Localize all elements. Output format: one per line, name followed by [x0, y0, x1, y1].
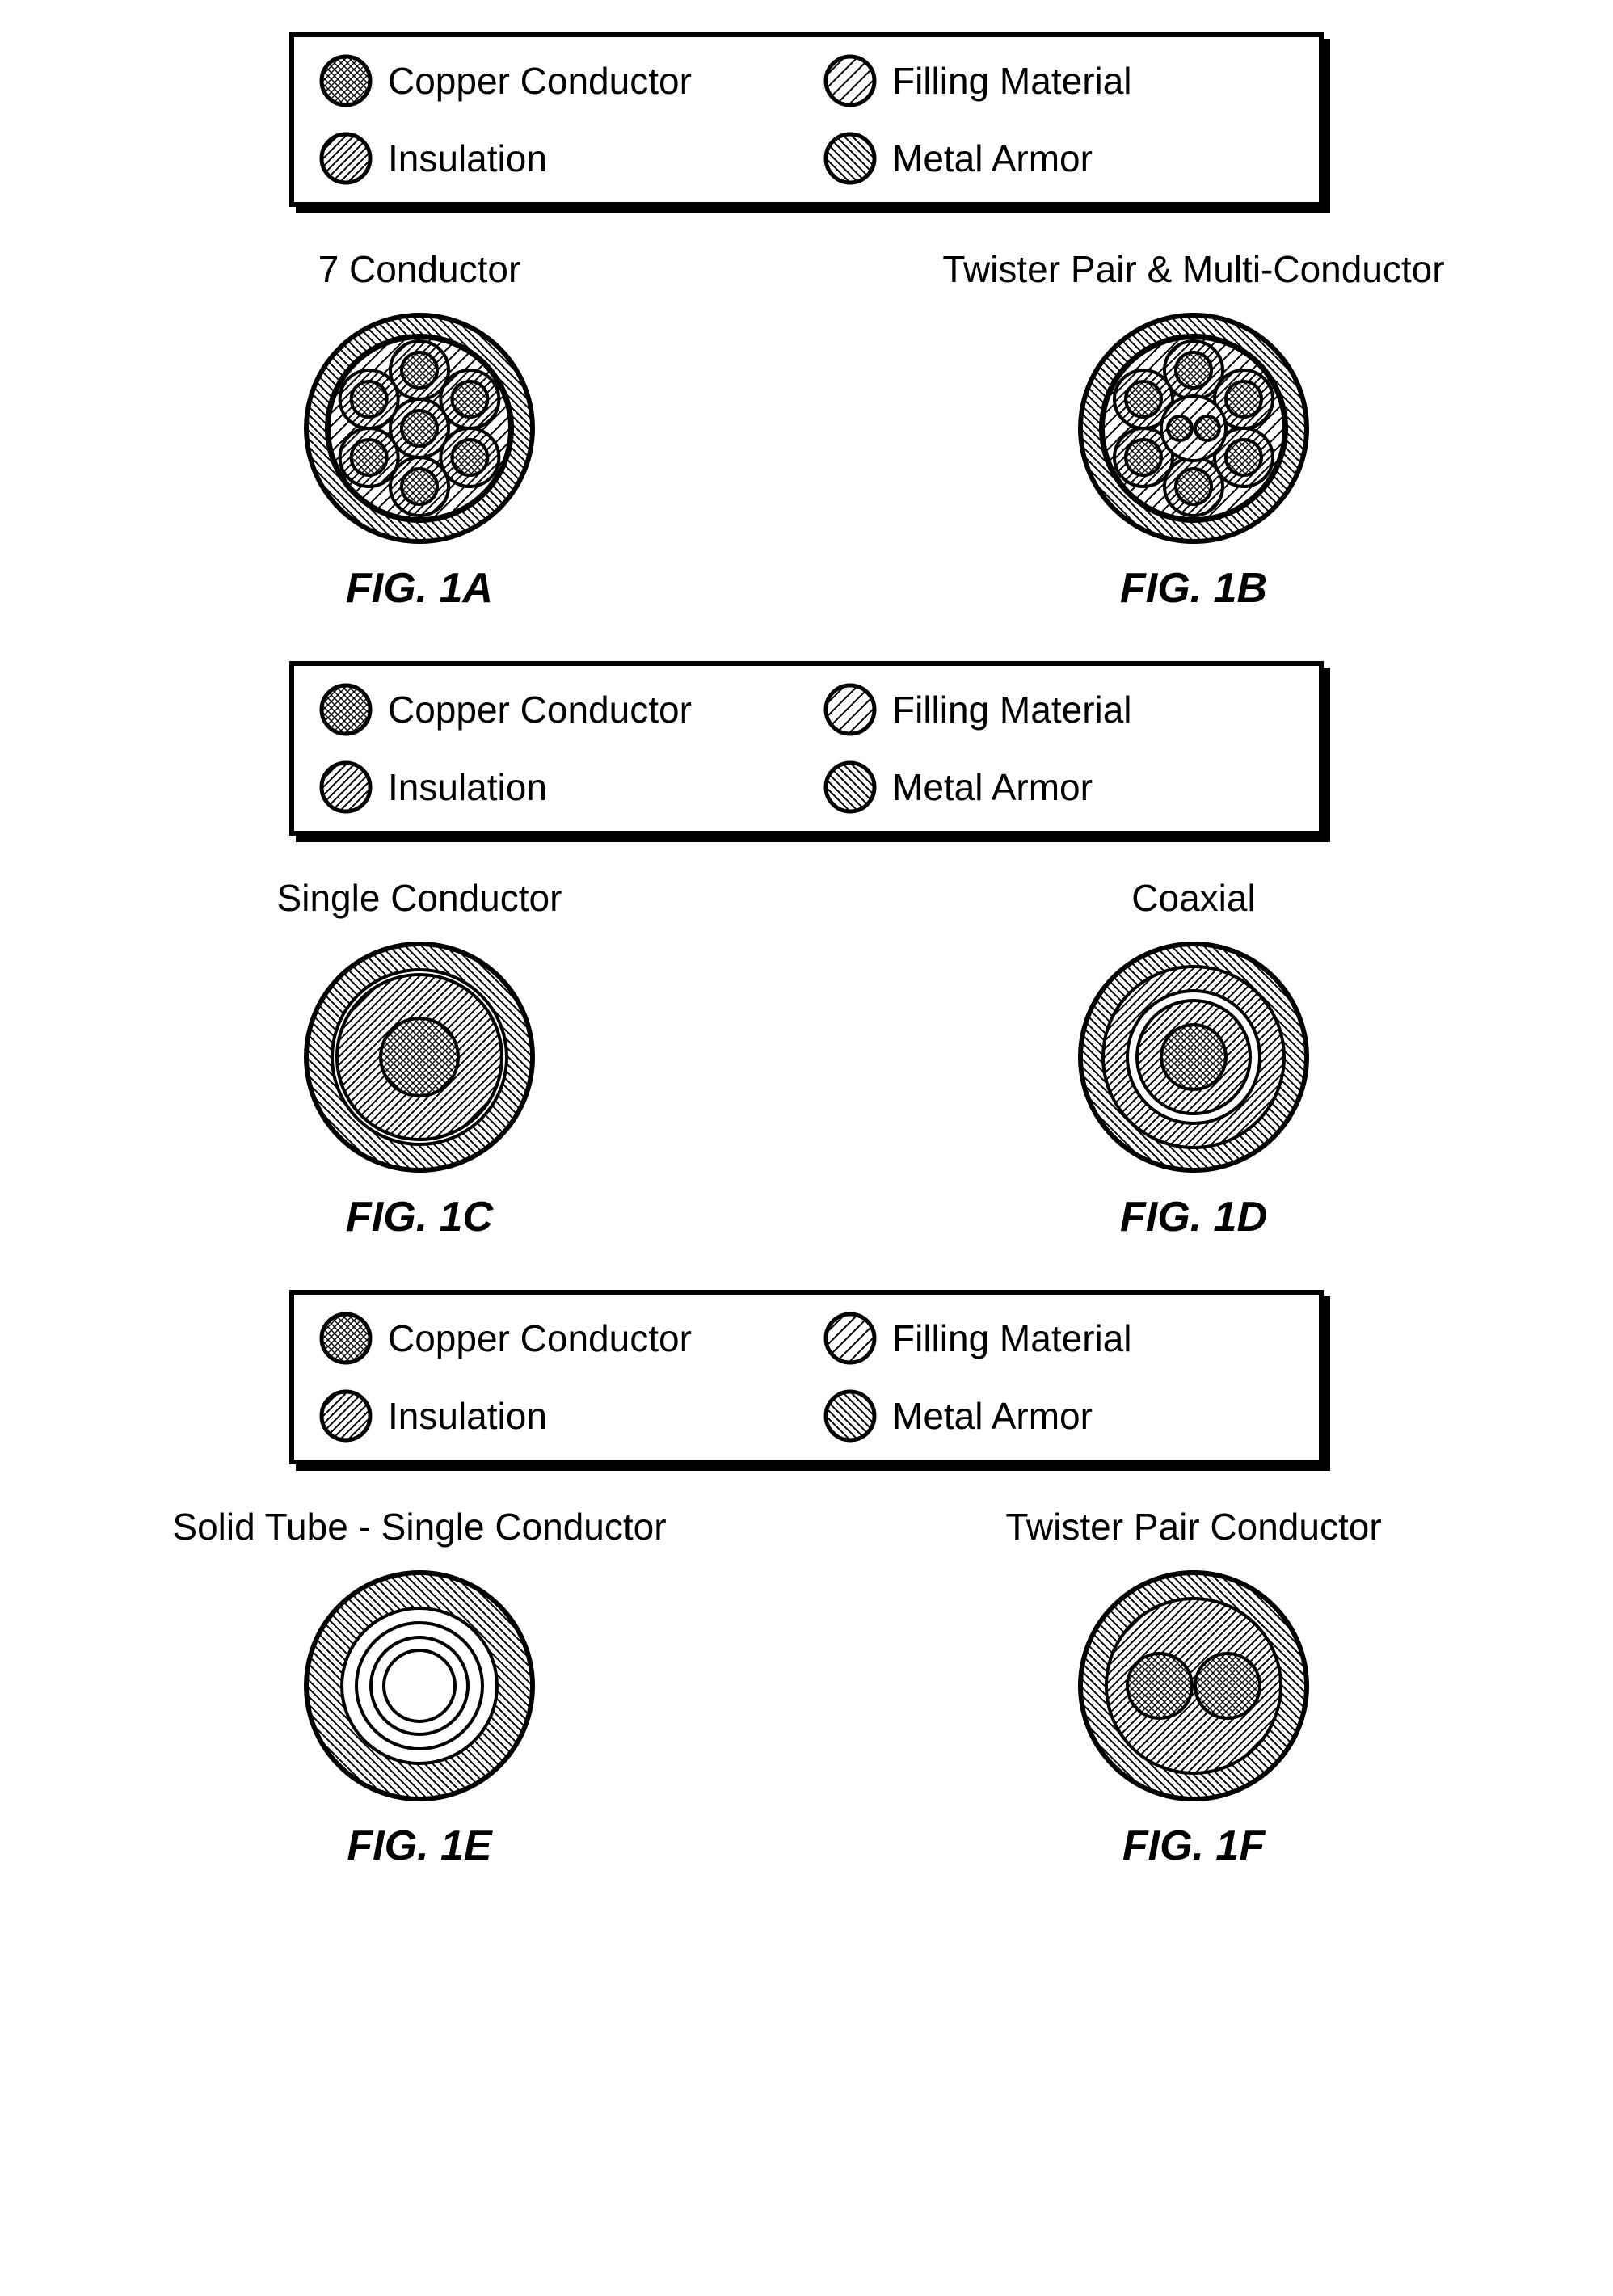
figure-caption: FIG. 1F — [1122, 1822, 1265, 1870]
legend-label: Insulation — [388, 765, 547, 809]
section: Copper Conductor Filling Material Insula… — [48, 32, 1565, 613]
figure-caption: FIG. 1C — [346, 1193, 493, 1241]
section: Copper Conductor Filling Material Insula… — [48, 661, 1565, 1241]
figure-title: 7 Conductor — [318, 247, 521, 293]
legend-item: Insulation — [318, 1388, 790, 1443]
legend-label: Copper Conductor — [388, 1317, 692, 1360]
cable-diagram — [1072, 1565, 1315, 1807]
legend-label: Filling Material — [892, 59, 1132, 103]
figure-title: Single Conductor — [277, 876, 562, 921]
section: Copper Conductor Filling Material Insula… — [48, 1290, 1565, 1870]
cable-diagram — [1072, 307, 1315, 550]
legend-box: Copper Conductor Filling Material Insula… — [289, 661, 1324, 836]
figure-caption: FIG. 1A — [346, 564, 493, 613]
cable-diagram — [298, 936, 541, 1178]
figure-caption: FIG. 1B — [1120, 564, 1267, 613]
figure: 7 Conductor FIG. 1A — [48, 247, 790, 613]
legend-label: Copper Conductor — [388, 688, 692, 731]
legend-label: Filling Material — [892, 688, 1132, 731]
legend-item: Filling Material — [823, 1311, 1295, 1366]
legend-item: Copper Conductor — [318, 53, 790, 108]
legend-item: Metal Armor — [823, 131, 1295, 186]
figure-title: Coaxial — [1131, 876, 1255, 921]
figure-title: Solid Tube - Single Conductor — [172, 1505, 666, 1550]
legend-item: Filling Material — [823, 682, 1295, 737]
legend-item: Metal Armor — [823, 760, 1295, 815]
legend-item: Metal Armor — [823, 1388, 1295, 1443]
figure: Coaxial FIG. 1D — [823, 876, 1565, 1241]
figure-title: Twister Pair Conductor — [1005, 1505, 1381, 1550]
legend-item: Insulation — [318, 760, 790, 815]
figure-caption: FIG. 1E — [347, 1822, 491, 1870]
figure: Single Conductor FIG. 1C — [48, 876, 790, 1241]
legend-item: Copper Conductor — [318, 682, 790, 737]
legend-label: Insulation — [388, 1394, 547, 1438]
cable-diagram — [1072, 936, 1315, 1178]
legend-item: Insulation — [318, 131, 790, 186]
legend-box: Copper Conductor Filling Material Insula… — [289, 1290, 1324, 1464]
figure: Solid Tube - Single Conductor FIG. 1E — [48, 1505, 790, 1870]
figure: Twister Pair & Multi-Conductor FIG. 1B — [823, 247, 1565, 613]
figure: Twister Pair Conductor FIG. 1F — [823, 1505, 1565, 1870]
legend-label: Metal Armor — [892, 1394, 1093, 1438]
legend-box: Copper Conductor Filling Material Insula… — [289, 32, 1324, 207]
legend-item: Copper Conductor — [318, 1311, 790, 1366]
legend-label: Metal Armor — [892, 765, 1093, 809]
figures-row: Solid Tube - Single Conductor FIG. 1E Tw… — [48, 1505, 1565, 1870]
figure-title: Twister Pair & Multi-Conductor — [942, 247, 1444, 293]
cable-diagram — [298, 1565, 541, 1807]
legend-label: Insulation — [388, 137, 547, 180]
legend-label: Filling Material — [892, 1317, 1132, 1360]
figures-row: 7 Conductor FIG. 1A Twister Pair & Multi… — [48, 247, 1565, 613]
cable-diagram — [298, 307, 541, 550]
page-root: Copper Conductor Filling Material Insula… — [48, 32, 1565, 1870]
figures-row: Single Conductor FIG. 1C Coaxial FIG. 1D — [48, 876, 1565, 1241]
legend-label: Copper Conductor — [388, 59, 692, 103]
legend-item: Filling Material — [823, 53, 1295, 108]
legend-label: Metal Armor — [892, 137, 1093, 180]
figure-caption: FIG. 1D — [1120, 1193, 1267, 1241]
